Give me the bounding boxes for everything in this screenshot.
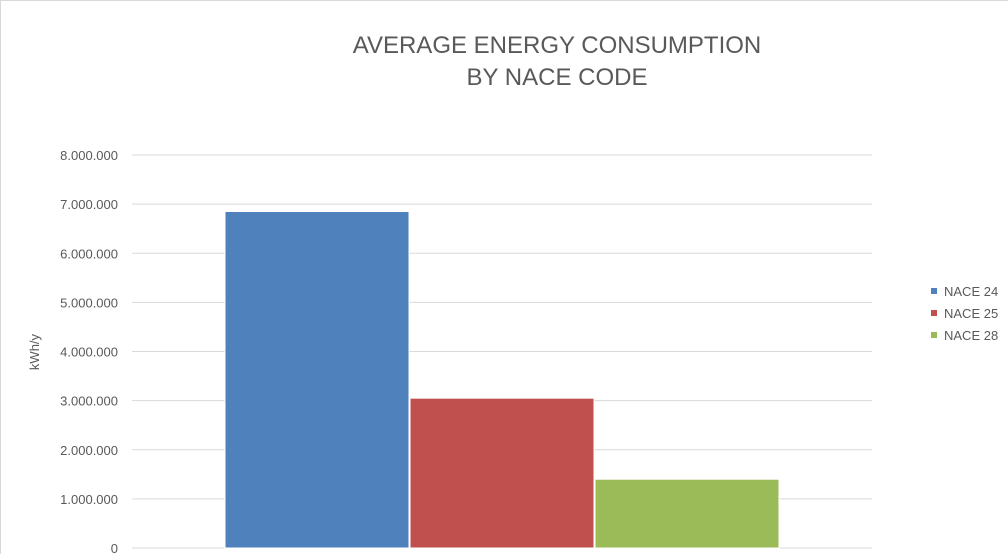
legend: NACE 24 NACE 25 NACE 28 bbox=[931, 284, 998, 343]
bar-nace-25 bbox=[409, 397, 595, 549]
legend-swatch bbox=[931, 310, 937, 316]
y-tick-label: 6.000.000 bbox=[60, 246, 118, 261]
bar-nace-24 bbox=[224, 210, 410, 549]
bars bbox=[224, 210, 780, 549]
y-axis-ticks: 0 1.000.000 2.000.000 3.000.000 4.000.000 5.0… bbox=[60, 148, 118, 555]
y-tick-label: 2.000.000 bbox=[60, 443, 118, 458]
chart-title-line-1: AVERAGE ENERGY CONSUMPTION bbox=[353, 32, 762, 59]
legend-swatch bbox=[931, 288, 937, 294]
legend-label: NACE 25 bbox=[944, 306, 998, 321]
y-tick-label: 0 bbox=[111, 541, 118, 555]
y-tick-label: 3.000.000 bbox=[60, 394, 118, 409]
y-tick-label: 8.000.000 bbox=[60, 148, 118, 163]
bar-nace-28 bbox=[594, 478, 780, 549]
legend-label: NACE 24 bbox=[944, 284, 998, 299]
chart-title-line-2: BY NACE CODE bbox=[467, 64, 648, 91]
legend-swatch bbox=[931, 332, 937, 338]
legend-label: NACE 28 bbox=[944, 328, 998, 343]
y-tick-label: 1.000.000 bbox=[60, 492, 118, 507]
y-tick-label: 5.000.000 bbox=[60, 295, 118, 310]
y-tick-label: 4.000.000 bbox=[60, 345, 118, 360]
y-axis-title: kWh/y bbox=[27, 333, 42, 370]
y-tick-label: 7.000.000 bbox=[60, 197, 118, 212]
